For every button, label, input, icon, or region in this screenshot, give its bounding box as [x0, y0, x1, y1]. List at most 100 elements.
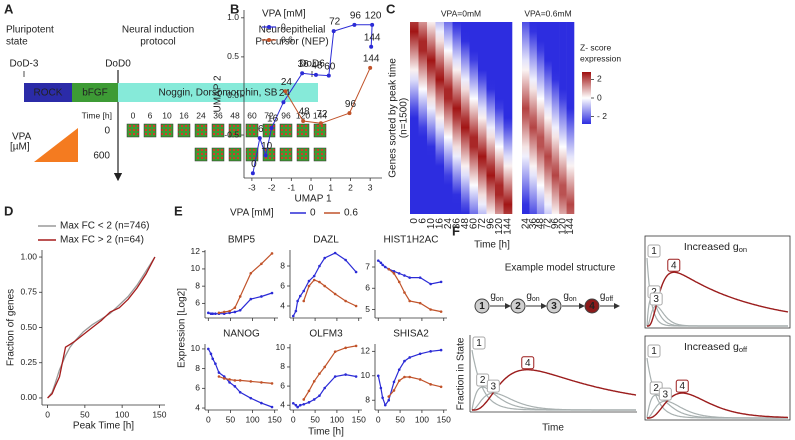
point — [302, 402, 306, 406]
time-tick: 24 — [196, 110, 206, 120]
legend-title: VPA [mM] — [262, 9, 306, 20]
rate-label: gon — [563, 291, 576, 303]
well-icon — [211, 123, 225, 138]
facet-title: HIST1H2AC — [383, 235, 438, 246]
point — [352, 22, 357, 27]
scenario-title: Increased goff — [684, 341, 748, 354]
point — [344, 299, 347, 303]
state-label: 3 — [551, 301, 557, 312]
point — [326, 73, 331, 78]
rate-label: gon — [490, 291, 503, 303]
state-node — [546, 298, 562, 314]
legend-point — [267, 38, 271, 42]
stage-text: state — [6, 37, 28, 48]
point — [217, 371, 221, 374]
point — [238, 308, 242, 312]
point — [397, 379, 401, 382]
heatmap-column — [495, 22, 504, 214]
well-icon — [313, 123, 327, 138]
point — [368, 65, 373, 70]
well-icon — [194, 147, 208, 162]
day-label: DoD6 — [299, 59, 325, 70]
heatmap-column — [486, 22, 496, 214]
point-label: 96 — [350, 10, 362, 21]
point — [439, 348, 443, 352]
point — [331, 29, 336, 34]
y-tick-label: 8 — [195, 280, 200, 290]
x-tick-label: 0 — [206, 414, 211, 424]
point — [298, 294, 302, 298]
point — [387, 395, 391, 398]
point — [392, 380, 396, 384]
heatmap-column — [529, 22, 538, 214]
heatmap-column — [418, 22, 428, 214]
point — [300, 71, 305, 76]
state-box — [675, 379, 689, 393]
point — [408, 375, 411, 379]
point — [228, 378, 231, 381]
y-tick-label: 1.00 — [20, 251, 37, 261]
point — [323, 386, 326, 390]
point — [392, 272, 396, 275]
x-tick-label: 36 — [528, 218, 539, 230]
time-tick: 16 — [179, 110, 189, 120]
colorbar-title: expression — [580, 53, 621, 63]
y-tick-label: 12 — [361, 346, 371, 356]
point — [217, 311, 221, 315]
y-axis-label: Fraction in State — [456, 337, 467, 410]
time-tick: 72 — [264, 110, 274, 120]
x-tick-label: 100 — [115, 409, 129, 419]
legend-label: 0.6 — [281, 34, 293, 44]
y-tick-label: 12 — [191, 246, 201, 256]
point — [318, 280, 321, 284]
time-tick: 6 — [148, 110, 153, 120]
point — [294, 309, 298, 313]
treatment-label: bFGF — [82, 88, 108, 99]
time-tick: 0 — [131, 110, 136, 120]
point-label: 6 — [258, 124, 264, 135]
x-tick-label: 50 — [395, 414, 405, 424]
x-tick-label: -3 — [248, 182, 256, 192]
heatmap-column — [452, 22, 462, 214]
point — [408, 276, 411, 279]
point — [250, 171, 255, 176]
time-tick: 48 — [230, 110, 240, 120]
x-tick-label: 0 — [409, 218, 420, 224]
state-node — [474, 298, 490, 314]
point — [439, 310, 443, 313]
point — [307, 389, 311, 393]
x-tick-label: 1 — [328, 182, 333, 192]
panel-label: B — [230, 1, 239, 16]
point — [211, 357, 215, 361]
point — [381, 263, 384, 267]
state-label: 4 — [589, 301, 595, 312]
facet-title: DAZL — [313, 235, 339, 246]
state-box-label: 3 — [491, 381, 497, 392]
well-icon — [279, 123, 293, 138]
y-tick-label: 4 — [195, 402, 200, 412]
point — [260, 295, 263, 298]
y-tick-label: 8 — [280, 361, 285, 371]
point — [429, 282, 432, 286]
series-line — [388, 268, 442, 313]
point — [318, 394, 321, 397]
colorbar-title: Z- score — [580, 42, 611, 52]
point-label: 24 — [281, 77, 293, 88]
well-icon — [143, 123, 157, 138]
state-curve — [647, 400, 788, 419]
point — [387, 398, 391, 402]
x-tick-label: 96 — [485, 218, 496, 230]
x-tick-label: 48 — [535, 218, 546, 230]
treatment-label: ROCK — [34, 88, 63, 99]
x-tick-label: 72 — [477, 218, 488, 230]
y-tick-label: 0.25 — [20, 357, 37, 367]
point — [260, 262, 263, 266]
heatmap-column — [503, 22, 513, 214]
point-label: 24 — [279, 88, 291, 99]
day-label: DoD-3 — [10, 59, 39, 70]
stage-text: protocol — [140, 37, 176, 48]
point — [270, 252, 274, 255]
rate-label: gon — [526, 291, 539, 303]
point-label: 0 — [251, 159, 257, 170]
treatment-bar — [72, 83, 118, 102]
